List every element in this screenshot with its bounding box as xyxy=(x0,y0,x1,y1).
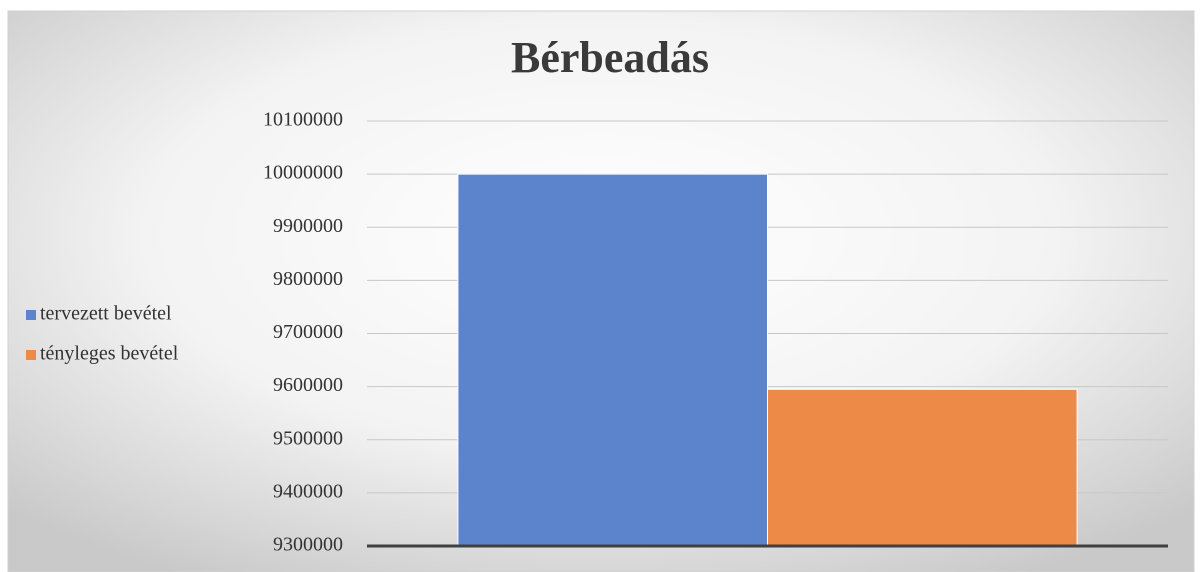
y-tick-label: 9500000 xyxy=(273,427,343,449)
y-tick-label: 9700000 xyxy=(273,321,343,343)
y-tick-label: 9400000 xyxy=(273,480,343,502)
y-tick-label: 10100000 xyxy=(263,109,343,131)
y-tick-label: 9300000 xyxy=(273,534,343,556)
legend-label: tervezett bevétel xyxy=(40,303,172,325)
bar xyxy=(457,173,768,547)
legend-swatch xyxy=(26,350,36,360)
y-tick-label: 9900000 xyxy=(273,215,343,237)
bar xyxy=(767,388,1078,547)
y-tick-label: 9800000 xyxy=(273,268,343,290)
y-tick-label: 10000000 xyxy=(263,162,343,184)
chart-title: Bérbeadás xyxy=(511,33,709,82)
y-tick-label: 9600000 xyxy=(273,374,343,396)
legend-swatch xyxy=(26,310,36,320)
legend-label: tényleges bevétel xyxy=(40,343,179,365)
